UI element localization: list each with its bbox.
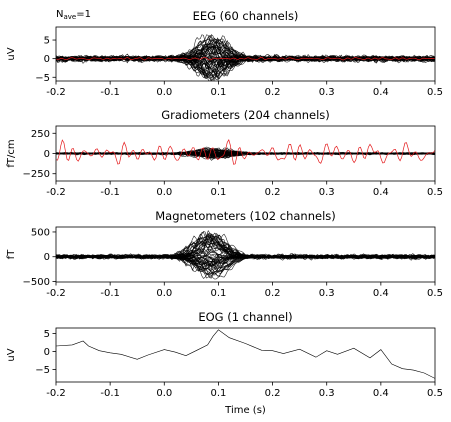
panel-title: EEG (60 channels): [193, 9, 299, 23]
channel-traces: [56, 139, 435, 165]
channel-line: [56, 255, 435, 280]
channel-line: [56, 152, 435, 155]
nave-label: Nave=1: [56, 9, 91, 21]
panel-2: Magnetometers (102 channels) fT -0.2 -0.1 0.…: [6, 209, 443, 299]
panel-title: EOG (1 channel): [198, 310, 292, 324]
x-tick-label: 0.0: [156, 87, 172, 98]
y-tick-label: 5: [44, 36, 50, 47]
y-tick-label: 0: [44, 149, 50, 160]
panels: EEG (60 channels) uV -0.2 -0.1 0.0 0.1 0.2 0.3 0…: [6, 9, 443, 399]
y-axis-label: uV: [6, 348, 17, 361]
channel-line: [56, 231, 435, 260]
x-tick-label: 0.3: [319, 388, 335, 399]
y-tick-label: −500: [23, 277, 50, 288]
channel-traces: [56, 34, 435, 81]
x-tick-label: 0.1: [210, 87, 226, 98]
x-tick-label: 0.5: [427, 388, 443, 399]
y-tick-label: −5: [35, 365, 50, 376]
axes-frame: [55, 226, 436, 283]
x-tick-label: -0.2: [46, 187, 66, 198]
y-tick-label: 0: [44, 252, 50, 263]
y-tick-label: 500: [31, 227, 50, 238]
x-tick-label: -0.2: [46, 388, 66, 399]
x-tick-label: 0.5: [427, 87, 443, 98]
highlight-channel-line: [56, 139, 435, 165]
x-tick-label: 0.2: [265, 187, 281, 198]
x-tick-label: 0.4: [373, 187, 389, 198]
x-tick-label: -0.2: [46, 87, 66, 98]
x-tick-label: 0.0: [156, 288, 172, 299]
y-tick-label: −5: [35, 73, 50, 84]
panel-1: Gradiometers (204 channels) fT/cm -0.2 -0.1…: [6, 108, 443, 198]
y-tick-label: 5: [44, 329, 50, 340]
y-tick-label: 250: [31, 129, 50, 140]
y-tick-label: 0: [44, 54, 50, 65]
x-tick-label: -0.1: [100, 288, 120, 299]
channel-traces: [56, 230, 435, 280]
y-axis-label: uV: [6, 47, 17, 60]
y-axis-label: fT: [6, 249, 17, 260]
channel-line: [56, 55, 435, 81]
panel-title: Gradiometers (204 channels): [161, 108, 330, 122]
y-tick-label: 0: [44, 347, 50, 358]
x-tick-label: 0.4: [373, 388, 389, 399]
y-tick-label: −250: [23, 169, 50, 180]
series-line: [56, 329, 435, 379]
x-tick-label: -0.1: [100, 187, 120, 198]
x-tick-label: 0.3: [319, 187, 335, 198]
x-tick-label: -0.1: [100, 87, 120, 98]
x-tick-label: 0.1: [210, 187, 226, 198]
x-tick-label: 0.0: [156, 187, 172, 198]
x-tick-label: 0.5: [427, 288, 443, 299]
x-tick-label: 0.2: [265, 87, 281, 98]
x-tick-label: 0.2: [265, 288, 281, 299]
x-tick-label: 0.2: [265, 388, 281, 399]
x-tick-label: 0.3: [319, 87, 335, 98]
panel-0: EEG (60 channels) uV -0.2 -0.1 0.0 0.1 0.2 0.3 0…: [6, 9, 443, 98]
panel-title: Magnetometers (102 channels): [155, 209, 336, 223]
axes-frame: [55, 26, 436, 82]
x-tick-label: 0.4: [373, 288, 389, 299]
x-tick-label: -0.1: [100, 388, 120, 399]
x-tick-label: 0.1: [210, 388, 226, 399]
highlight-channel-line: [56, 56, 435, 61]
axes-frame: [55, 327, 436, 383]
x-tick-label: 0.4: [373, 87, 389, 98]
y-axis-label: fT/cm: [6, 139, 17, 167]
x-axis-label: Time (s): [224, 405, 266, 416]
x-tick-label: 0.3: [319, 288, 335, 299]
x-tick-label: -0.2: [46, 288, 66, 299]
x-tick-label: 0.1: [210, 288, 226, 299]
x-tick-label: 0.5: [427, 187, 443, 198]
panel-3: EOG (1 channel) uV -0.2 -0.1 0.0 0.1 0.2 0.3 0.4…: [6, 310, 443, 399]
channel-traces: [56, 329, 435, 379]
x-tick-label: 0.0: [156, 388, 172, 399]
